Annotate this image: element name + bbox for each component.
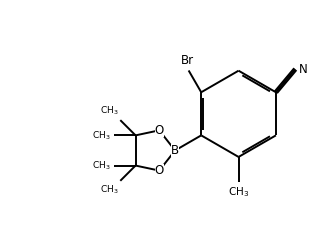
Text: CH$_3$: CH$_3$: [92, 159, 110, 172]
Text: O: O: [155, 124, 164, 137]
Text: CH$_3$: CH$_3$: [100, 184, 118, 196]
Text: N: N: [299, 63, 308, 76]
Text: CH$_3$: CH$_3$: [228, 186, 249, 199]
Text: CH$_3$: CH$_3$: [100, 105, 118, 117]
Text: B: B: [171, 144, 179, 157]
Text: CH$_3$: CH$_3$: [92, 129, 110, 142]
Text: O: O: [155, 164, 164, 177]
Text: Br: Br: [182, 53, 195, 67]
